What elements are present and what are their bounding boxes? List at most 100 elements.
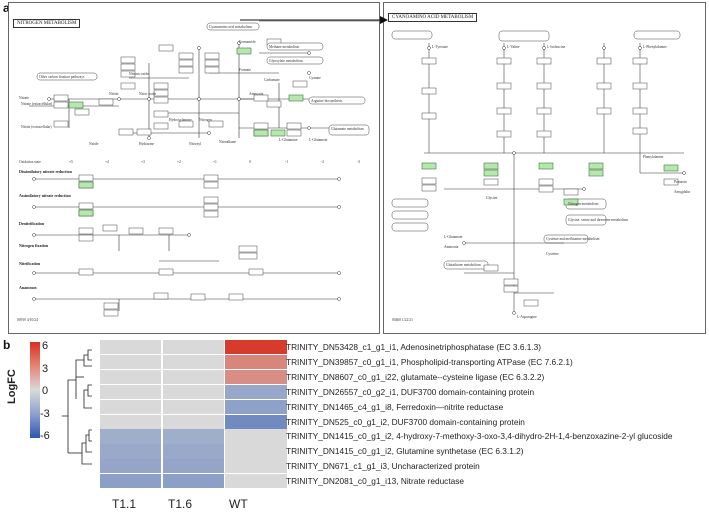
svg-text:Other carbon fixation pathways: Other carbon fixation pathways: [39, 75, 85, 79]
oxidation-state-label: -3: [357, 160, 360, 164]
svg-text:Denitrification: Denitrification: [19, 221, 45, 226]
svg-text:Hydroxylamine: Hydroxylamine: [169, 118, 192, 122]
svg-text:Amygdalin: Amygdalin: [674, 190, 690, 194]
svg-text:Glycine, serine and threonine: Glycine, serine and threonine metabolism: [568, 218, 628, 223]
heatmap-row-label: TRINITY_DN1415_c0_g1_i2, Glutamine synth…: [286, 446, 524, 457]
svg-text:L-Glutamate: L-Glutamate: [309, 138, 328, 142]
svg-text:Nitrogen: Nitrogen: [199, 118, 212, 122]
svg-text:Nitric oxide: Nitric oxide: [139, 92, 157, 96]
svg-text:L-Tyrosine: L-Tyrosine: [432, 45, 448, 49]
oxidation-state-label: -2: [321, 160, 324, 164]
heatmap-cell: [100, 474, 162, 489]
column-label-t1-6: T1.6: [168, 497, 193, 511]
svg-text:L-Valine: L-Valine: [507, 45, 520, 49]
svg-text:Nitrogen metabolism: Nitrogen metabolism: [568, 202, 599, 206]
heatmap-cell: [225, 354, 287, 370]
heatmap-row-label: TRINITY_DN525_c0_g1_i2, DUF3700 domain-c…: [286, 416, 525, 427]
svg-text:Phenylalanine: Phenylalanine: [643, 155, 664, 159]
heatmap-row-label: TRINITY_DN1415_c0_g1_i2, 4-hydroxy-7-met…: [286, 431, 673, 442]
legend-tick: 3: [42, 363, 49, 375]
heatmap-row-label: TRINITY_DN2081_c0_g1_i13, Nitrate reduct…: [286, 476, 465, 487]
svg-text:Nitrite (extracellular): Nitrite (extracellular): [21, 125, 52, 129]
heatmap-grid: [100, 339, 358, 517]
map-link-arrow: [240, 16, 388, 24]
column-label-wt: WT: [229, 497, 248, 511]
heatmap-cell: [100, 459, 162, 474]
panel-letter-a: a: [3, 1, 10, 15]
heatmap-cell: [225, 399, 287, 414]
heatmap-cell: [162, 474, 224, 489]
svg-text:Cysteine: Cysteine: [546, 252, 559, 256]
svg-text:L-Asparagine: L-Asparagine: [517, 315, 537, 319]
svg-text:Glycine: Glycine: [486, 196, 498, 200]
svg-text:Anammox: Anammox: [19, 285, 37, 290]
svg-text:00460 1/22/21: 00460 1/22/21: [392, 318, 413, 322]
svg-text:Formamide: Formamide: [239, 40, 256, 44]
heatmap-cell: [100, 384, 162, 399]
heatmap-cell: [100, 429, 162, 444]
heatmap-row-label: TRINITY_DN39857_c0_g1_i1, Phospholipid-t…: [286, 356, 573, 367]
legend-tick: -3: [40, 408, 50, 420]
heatmap-cell: [100, 414, 162, 429]
svg-text:Prunasin: Prunasin: [674, 180, 687, 184]
heatmap-row-label: TRINITY_DN671_c1_g1_i3, Uncharacterized …: [286, 461, 480, 472]
svg-text:Nitrile: Nitrile: [89, 142, 99, 146]
legend-tick-bottom: -6: [40, 430, 50, 442]
svg-text:Dissimilatory nitrate reductio: Dissimilatory nitrate reduction: [19, 169, 73, 174]
svg-text:Glutathione metabolism: Glutathione metabolism: [446, 263, 481, 267]
heatmap-cell: [100, 340, 162, 355]
heatmap-cell: [100, 369, 162, 385]
legend-tick-top: 6: [42, 340, 49, 352]
svg-text:Arginine biosynthesis: Arginine biosynthesis: [311, 99, 343, 103]
svg-text:Cyanate: Cyanate: [309, 76, 321, 80]
svg-text:Hydrazine: Hydrazine: [139, 142, 154, 146]
column-label-t1-1: T1.1: [112, 497, 137, 511]
row-dendrogram: [62, 349, 92, 465]
heatmap-cell: [100, 444, 162, 459]
svg-text:Formate: Formate: [239, 68, 251, 72]
heatmap-cell: [225, 414, 287, 429]
nitrogen-map-drawing: Cyanoamino acid metabolism Methane metab…: [17, 20, 379, 322]
svg-text:Assimilatory nitrate reduction: Assimilatory nitrate reduction: [19, 193, 71, 198]
svg-text:L-Isoleucine: L-Isoleucine: [547, 45, 566, 49]
map-left-title: NITROGEN METABOLISM: [13, 19, 81, 28]
heatmap-cell: [162, 369, 224, 385]
heatmap-cell: [225, 340, 287, 355]
svg-text:Ammonia: Ammonia: [444, 245, 459, 249]
heatmap-cell: [162, 399, 224, 414]
oxidation-state-label: 0: [249, 160, 251, 164]
svg-text:Glyoxylate metabolism: Glyoxylate metabolism: [269, 59, 303, 63]
svg-text:Cysteine and methionine metabo: Cysteine and methionine metabolism: [546, 237, 600, 241]
heatmap-cell: [225, 474, 287, 489]
cyanoamino-map-drawing: L-Tyrosine L-Valine L-Isoleucine L-Pheny…: [391, 30, 690, 322]
heatmap-cell: [162, 459, 224, 474]
svg-text:Nitrate: Nitrate: [19, 96, 29, 100]
heatmap-row-label: TRINITY_DN26557_c0_g2_i1, DUF3700 domain…: [286, 386, 535, 397]
svg-text:Nitrite: Nitrite: [109, 92, 119, 96]
svg-text:Nitrogen fixation: Nitrogen fixation: [19, 243, 49, 248]
heatmap-cell: [225, 429, 287, 444]
heatmap-cell: [225, 384, 287, 399]
svg-text:Methane metabolism: Methane metabolism: [269, 45, 299, 49]
svg-text:Nitroxyl: Nitroxyl: [189, 142, 201, 146]
svg-text:Oxidation state: Oxidation state: [19, 160, 41, 164]
svg-text:L-Glutamate: L-Glutamate: [444, 235, 463, 239]
heatmap-cell: [162, 340, 224, 355]
nitrogen-metabolism-map: NITROGEN METABOLISM: [8, 2, 380, 334]
legend-colorbar: [30, 342, 40, 438]
heatmap-cell: [162, 414, 224, 429]
heatmap-cell: [162, 384, 224, 399]
svg-text:Cyanoamino acid metabolism: Cyanoamino acid metabolism: [209, 25, 252, 29]
heatmap-row-label: TRINITY_DN1465_c4_g1_i8, Ferredoxin—nitr…: [286, 401, 504, 412]
svg-text:Nitroalkane: Nitroalkane: [219, 140, 236, 144]
svg-text:Nitrate (extracellular): Nitrate (extracellular): [21, 102, 53, 106]
legend-tick: 0: [42, 385, 49, 397]
heatmap-row-label: TRINITY_DN53428_c1_g1_i1, Adenosinetriph…: [286, 342, 542, 352]
oxidation-state-label: +4: [105, 160, 109, 164]
svg-text:L-Glutamine: L-Glutamine: [279, 138, 298, 142]
oxidation-state-label: +3: [141, 160, 145, 164]
svg-text:L-Phenylalanine: L-Phenylalanine: [643, 45, 667, 49]
panel-letter-b: b: [3, 338, 11, 352]
oxidation-state-label: -1: [285, 160, 288, 164]
oxidation-state-label: +5: [69, 160, 73, 164]
